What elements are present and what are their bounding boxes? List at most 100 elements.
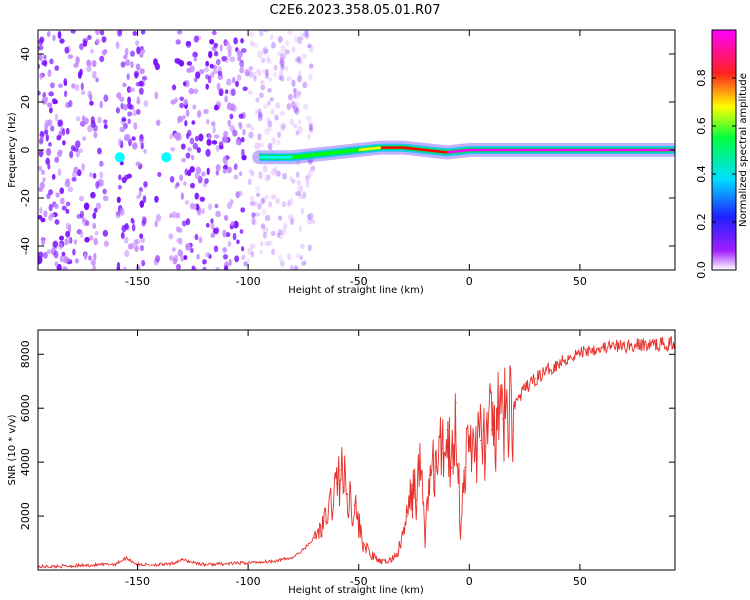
spectrogram-noise-cell (236, 239, 240, 245)
spectrogram-noise-cell (47, 69, 52, 77)
snr-ytick-label: 6000 (19, 394, 32, 422)
spectrogram-noise-cell (131, 223, 136, 232)
spectrogram-noise-cell (176, 226, 180, 233)
spectrogram-noise-cell (95, 202, 102, 210)
spectrogram-noise-cell (40, 217, 46, 223)
spectrogram-noise-cell (223, 265, 229, 270)
spectrogram-noise-cell (231, 88, 236, 97)
spectrogram-noise-cell (134, 245, 139, 252)
spectrogram-noise-cell (250, 171, 255, 177)
spectrogram-noise-cell (218, 88, 224, 97)
spectrogram-noise-cell (183, 255, 188, 260)
spectrogram-noise-cell (85, 220, 90, 227)
spectrogram-noise-cell (273, 166, 278, 172)
spectrogram-noise-cell (223, 135, 229, 144)
spectrogram-noise-cell (299, 59, 304, 65)
spectrogram-noise-cell (253, 75, 257, 82)
spectrogram-noise-cell (232, 129, 238, 137)
snr-data-point (375, 558, 378, 560)
spectrogram-noise-cell (133, 239, 139, 246)
spectrogram-noise-cell (42, 177, 46, 183)
spectrogram-noise-cell (183, 181, 187, 186)
spectrogram-noise-cell (270, 230, 276, 236)
spectrogram-noise-cell (306, 115, 312, 122)
spectrogram-noise-cell (213, 42, 219, 48)
spectrogram-noise-cell (181, 157, 187, 163)
spectrogram-noise-cell (271, 41, 276, 49)
spectrogram-noise-cell (190, 154, 195, 161)
spectrogram-noise-cell (254, 109, 259, 115)
snr-panel: -150 -100 -50 0 50 2000 4000 6000 8000 Height of… (7, 329, 676, 596)
spectrogram-noise-cell (242, 86, 248, 92)
spectrogram-noise-cell (267, 100, 271, 106)
spectrogram-noise-cell (238, 121, 242, 128)
snr-data-point (579, 352, 581, 354)
spectrogram-noise-cell (195, 71, 201, 79)
spectrogram-noise-cell (292, 88, 297, 94)
spectrogram-noise-cell (296, 36, 303, 45)
spectrogram-xtick-label: 50 (573, 275, 587, 288)
spectrogram-noise-cell (169, 213, 173, 218)
snr-data-point (424, 537, 426, 539)
spectrogram-noise-cell (134, 40, 140, 46)
spectrogram-noise-cell (178, 237, 183, 245)
spectrogram-noise-cell (287, 200, 291, 207)
spectrogram-noise-cell (219, 44, 223, 52)
spectrogram-noise-cell (81, 115, 86, 122)
spectrogram-noise-cell (38, 165, 43, 172)
spectrogram-noise-cell (266, 58, 272, 65)
spectrogram-noise-cell (272, 72, 278, 78)
spectrogram-noise-cell (54, 156, 60, 163)
spectrogram-noise-cell (154, 195, 159, 203)
spectrogram-noise-cell (183, 81, 187, 87)
spectrogram-noise-cell (132, 109, 137, 117)
snr-data-point (442, 448, 444, 450)
snr-data-point (358, 523, 360, 525)
spectrogram-noise-cell (71, 177, 77, 182)
spectrogram-noise-cell (268, 77, 273, 82)
spectrogram-noise-cell (308, 124, 313, 130)
spectrogram-noise-cell (92, 264, 96, 270)
spectrogram-noise-cell (92, 124, 98, 132)
spectrogram-noise-cell (123, 122, 128, 130)
spectrogram-noise-cell (310, 165, 316, 172)
spectrogram-noise-cell (39, 181, 45, 190)
spectrogram-noise-cell (263, 48, 269, 54)
spectrogram-noise-cell (240, 38, 244, 44)
spectrogram-noise-cell (296, 75, 302, 83)
figure-title: C2E6.2023.358.05.01.R07 (269, 3, 440, 18)
spectrogram-noise-cell (257, 50, 263, 59)
spectrogram-noise-cell (249, 201, 256, 206)
spectrogram-noise-cell (43, 251, 48, 259)
spectrogram-noise-cell (242, 128, 246, 136)
spectrogram-noise-cell (99, 100, 104, 109)
spectrogram-noise-cell (199, 196, 206, 202)
spectrogram-noise-cell (293, 93, 297, 99)
snr-series-line (38, 335, 675, 569)
spectrogram-noise-cell (133, 70, 140, 78)
spectrogram-noise-cell (77, 71, 82, 79)
spectrogram-noise-cell (307, 244, 312, 252)
spectrogram-noise-cell (216, 82, 221, 91)
spectrogram-noise-cell (205, 83, 209, 90)
spectrogram-ytick-label: 0 (19, 147, 32, 154)
spectrogram-noise-cell (48, 203, 53, 212)
carrier-segment (402, 146, 426, 152)
spectrogram-noise-cell (215, 267, 220, 270)
spectrogram-noise-cell (205, 60, 210, 67)
spectrogram-noise-cell (245, 123, 252, 129)
spectrogram-noise-cell (54, 203, 59, 209)
spectrogram-noise-cell (289, 264, 294, 270)
spectrogram-noise-cell (218, 145, 224, 150)
spectrogram-noise-cell (138, 187, 143, 192)
spectrogram-noise-cell (214, 203, 219, 209)
spectrogram-noise-cell (131, 136, 136, 141)
spectrogram-noise-cell (203, 66, 209, 73)
spectrogram-noise-cell (277, 36, 282, 44)
spectrogram-noise-cell (279, 52, 286, 60)
spectrogram-noise-cell (38, 90, 41, 96)
spectrogram-noise-cell (213, 50, 219, 57)
spectrogram-noise-cell (264, 128, 270, 136)
spectrogram-noise-cell (308, 63, 314, 69)
snr-data-point (623, 345, 625, 347)
